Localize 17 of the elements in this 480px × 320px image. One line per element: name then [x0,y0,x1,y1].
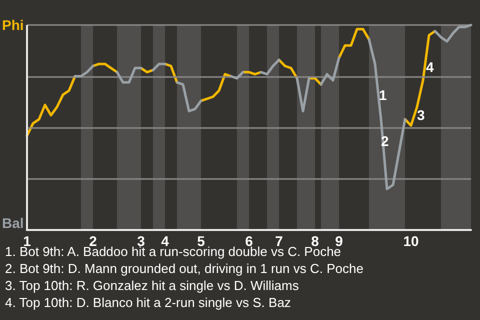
x-tick-label: 8 [311,233,320,249]
annotation: 1 [379,87,387,103]
annotation: 3 [417,107,425,123]
x-tick-label: 7 [275,233,284,249]
text: Phi [2,17,24,33]
annotation: 2 [381,133,389,149]
text: Bal [2,215,24,231]
x-tick-label: 4 [161,233,170,249]
text: 3. Top 10th: R. Gonzalez hit a single vs D. Williams [5,278,300,293]
text: 4. Top 10th: D. Blanco hit a 2-run single vs S. Baz [5,295,291,310]
text: 2. Bot 9th: D. Mann grounded out, driving in 1 run vs C. Poche [5,261,364,276]
x-tick-label: 10 [403,233,419,249]
annotation: 4 [426,59,434,75]
x-tick-label: 9 [335,233,344,249]
x-tick-label: 6 [245,233,254,249]
x-tick-label: 2 [89,233,98,249]
x-tick-label: 5 [197,233,206,249]
